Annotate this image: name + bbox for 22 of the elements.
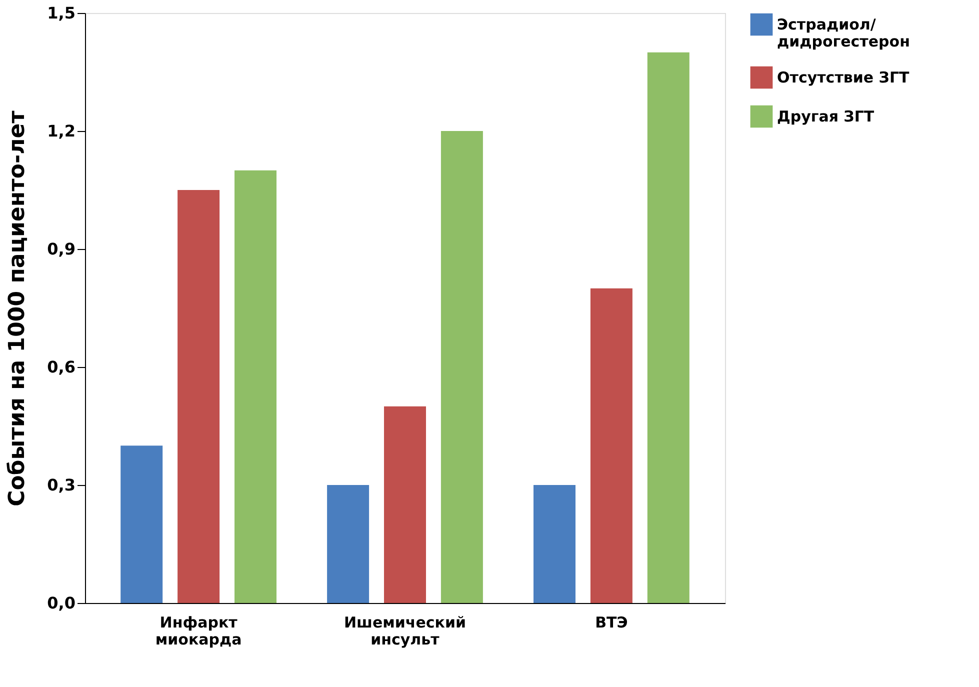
legend-label: Отсутствие ЗГТ	[777, 68, 910, 86]
bar	[178, 190, 220, 603]
bar	[327, 485, 370, 603]
bar	[120, 446, 163, 603]
legend-label: Другая ЗГТ	[777, 108, 875, 126]
y-axis-title: События на 1000 пациенто-лет	[5, 110, 30, 506]
x-tick-label: ВТЭ	[595, 614, 628, 632]
bar	[590, 288, 632, 603]
y-tick-label: 1,2	[47, 122, 76, 140]
y-tick-label: 0,0	[47, 594, 76, 612]
y-tick-label: 0,6	[47, 358, 76, 376]
x-tick-label: Инфаркт миокарда	[155, 614, 242, 648]
bar	[234, 170, 276, 603]
bar	[440, 131, 483, 603]
bar	[647, 52, 690, 603]
legend-label: Эстрадиол/ дидрогестерон	[777, 16, 910, 50]
y-tick-label: 0,3	[47, 476, 76, 494]
bar	[384, 406, 426, 603]
bar	[534, 485, 576, 603]
y-tick-label: 1,5	[47, 4, 76, 22]
y-tick-label: 0,9	[47, 240, 76, 258]
x-tick-label: Ишемический инсульт	[344, 614, 466, 648]
